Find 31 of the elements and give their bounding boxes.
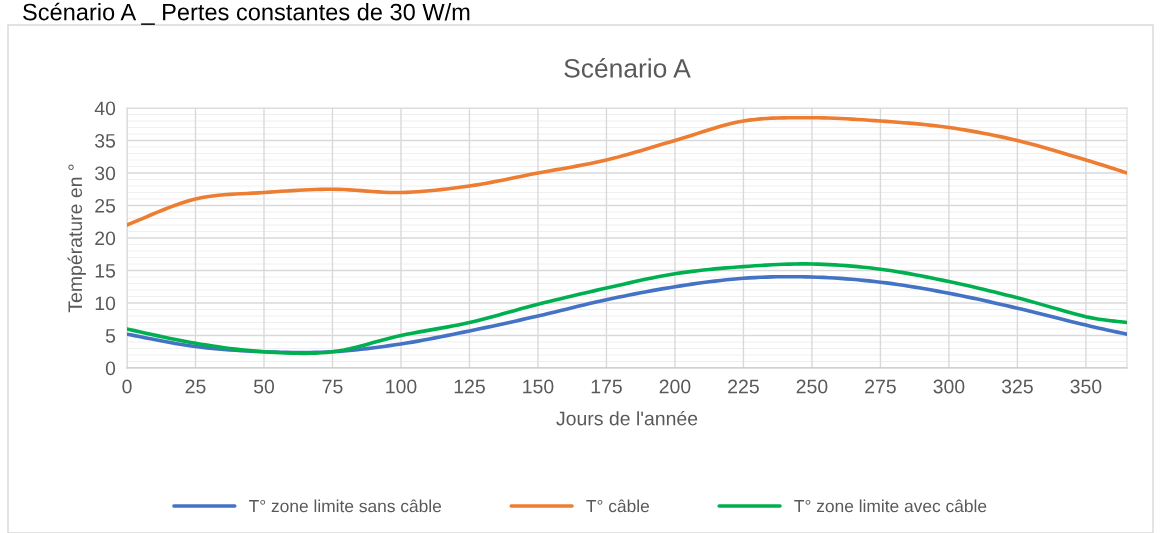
x-tick-label: 75: [322, 379, 343, 394]
x-tick-label: 225: [728, 379, 759, 394]
y-tick-label: 20: [95, 231, 116, 246]
y-tick-label: 30: [95, 166, 116, 181]
x-tick-label: 300: [933, 379, 965, 394]
x-tick-label: 250: [796, 379, 828, 394]
legend-label: T° câble: [586, 499, 649, 513]
y-tick-label: 40: [94, 101, 116, 116]
y-axis-title: Température en °: [67, 164, 86, 313]
x-tick-label: 325: [1001, 379, 1033, 394]
x-tick-label: 150: [523, 379, 554, 394]
y-tick-label: 35: [95, 133, 116, 148]
x-tick-label: 100: [386, 379, 417, 394]
x-tick-label: 50: [253, 379, 275, 394]
x-tick-label: 0: [122, 379, 132, 394]
x-tick-label: 275: [865, 379, 896, 394]
x-tick-label: 25: [185, 379, 206, 394]
y-tick-label: 25: [95, 198, 116, 213]
y-tick-label: 15: [95, 264, 116, 278]
x-tick-label: 175: [591, 379, 622, 394]
y-tick-label: 5: [105, 329, 116, 343]
x-tick-label: 125: [454, 379, 485, 394]
x-tick-label: 200: [659, 379, 691, 394]
legend-label: T° zone limite avec câble: [794, 499, 987, 513]
y-tick-label: 10: [95, 296, 116, 311]
x-tick-label: 350: [1070, 379, 1102, 394]
y-tick-label: 0: [105, 361, 116, 376]
text: Scénario A _ Pertes constantes de 30 W/m: [23, 2, 470, 25]
legend-label: T° zone limite sans câble: [249, 499, 442, 513]
chart-title: Scénario A: [564, 58, 691, 78]
x-axis-title: Jours de l'année: [556, 410, 698, 426]
